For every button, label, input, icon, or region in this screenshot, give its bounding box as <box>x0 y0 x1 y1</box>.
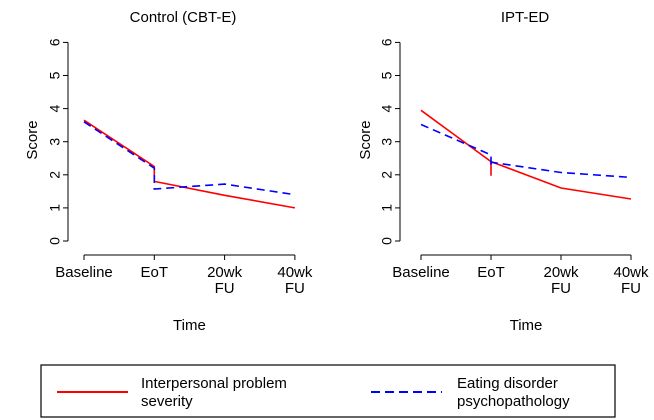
panel-control: Control (CBT-E) 0 1 2 3 4 5 6 Score Baseline EoT 20… <box>24 9 313 334</box>
y-tick-label: 6 <box>379 38 395 46</box>
x-tick-label: FU <box>215 280 235 297</box>
x-tick-label: EoT <box>477 264 505 281</box>
x-tick-label: Baseline <box>392 264 450 281</box>
x-tick-label: FU <box>621 280 641 297</box>
legend: Interpersonal problem severity Eating di… <box>40 364 616 418</box>
y-axis-label: Score <box>24 120 41 159</box>
y-axis-label: Score <box>357 120 374 159</box>
x-tick-label: Baseline <box>55 264 113 281</box>
y-tick-label: 3 <box>47 138 63 146</box>
y-tick-label: 2 <box>47 171 63 179</box>
legend-label-interpersonal-line2: severity <box>141 393 193 410</box>
y-tick-label: 4 <box>47 104 63 112</box>
y-tick-label: 6 <box>47 38 63 46</box>
x-tick-label: EoT <box>141 264 169 281</box>
x-tick-label: FU <box>551 280 571 297</box>
series-line-eating-disorder <box>83 121 296 196</box>
x-tick-label: FU <box>285 280 305 297</box>
x-axis-label: Time <box>510 317 543 334</box>
legend-label-eating-disorder-line1: Eating disorder <box>457 375 558 392</box>
y-tick-label: 0 <box>379 237 395 245</box>
x-tick-label: 20wk <box>207 264 243 281</box>
y-tick-label: 2 <box>379 171 395 179</box>
y-tick-label: 3 <box>379 138 395 146</box>
y-tick-label: 1 <box>379 204 395 212</box>
x-tick-label: 40wk <box>613 264 649 281</box>
y-tick-label: 5 <box>47 71 63 79</box>
series-line-eating-disorder <box>420 123 632 179</box>
y-tick-label: 5 <box>379 71 395 79</box>
series-line-interpersonal <box>420 109 632 200</box>
legend-box <box>40 364 616 418</box>
series-line-interpersonal <box>83 119 296 209</box>
y-tick-label: 0 <box>47 237 63 245</box>
legend-label-interpersonal-line1: Interpersonal problem <box>141 375 287 392</box>
panel-title: Control (CBT-E) <box>130 9 237 26</box>
y-tick-label: 4 <box>379 104 395 112</box>
y-tick-label: 1 <box>47 204 63 212</box>
x-tick-label: 20wk <box>543 264 579 281</box>
x-tick-label: 40wk <box>277 264 313 281</box>
legend-label-eating-disorder-line2: psychopathology <box>457 393 570 410</box>
panel-title: IPT-ED <box>501 9 550 26</box>
x-axis-label: Time <box>173 317 206 334</box>
